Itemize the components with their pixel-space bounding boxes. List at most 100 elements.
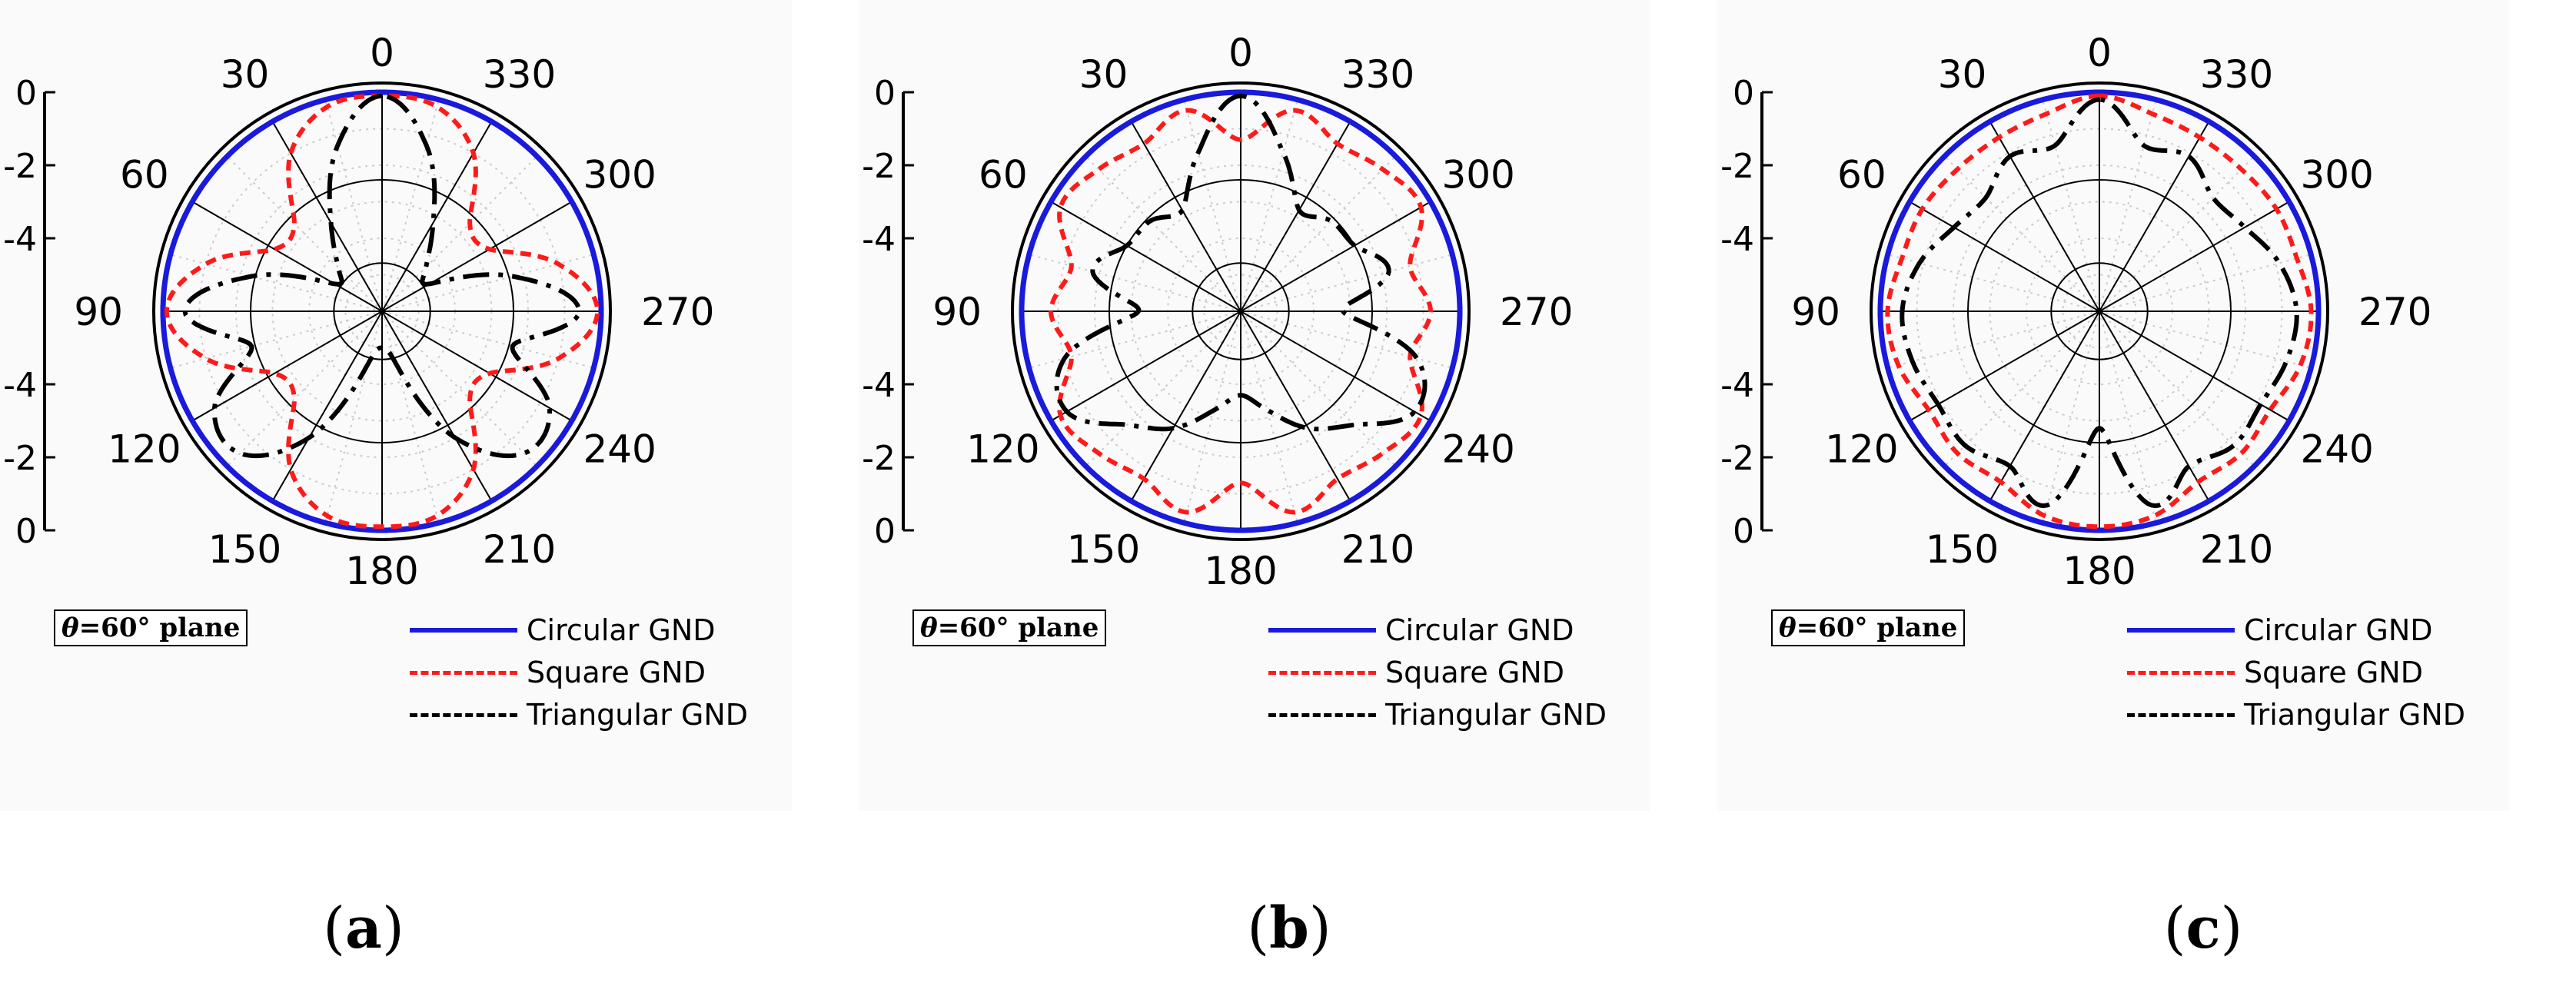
major-spoke [191, 311, 383, 422]
angular-tick-label: 0 [2087, 31, 2112, 75]
panel-a: 0 30 60 90 120 150 180 210 240 270 300 330 0 -2 -4 -4 -2… [0, 0, 859, 983]
minor-spoke [2099, 254, 2312, 312]
legend-swatch [2127, 628, 2235, 633]
angular-tick-label: 0 [370, 31, 394, 75]
minor-spoke [381, 311, 594, 369]
angular-tick-label: 90 [1791, 290, 1840, 334]
legend-swatch [410, 670, 517, 675]
theta-symbol: θ [1779, 613, 1797, 643]
major-spoke [2099, 311, 2210, 502]
legend-item: Circular GND [2127, 611, 2433, 649]
minor-spoke [381, 311, 538, 467]
major-spoke [2099, 311, 2290, 422]
angular-tick-label: 30 [221, 52, 270, 97]
polar-grid [1011, 81, 1471, 541]
panel-background [0, 0, 792, 811]
major-spoke [271, 311, 383, 502]
caption-open: ( [1247, 895, 1270, 961]
legend-swatch [2127, 670, 2235, 675]
major-spoke [381, 201, 573, 312]
angular-tick-label: 270 [2358, 290, 2431, 334]
angular-tick-label: 150 [1926, 527, 1999, 572]
polar-chart-a: 0 30 60 90 120 150 180 210 240 270 300 330 0 -2 -4 -4 -2… [3, 31, 714, 593]
major-spoke [1050, 201, 1241, 312]
major-spoke [191, 201, 383, 312]
legend-item: Triangular GND [410, 696, 748, 734]
radial-tick-label: -4 [3, 366, 37, 405]
radial-tick-label: -2 [1720, 147, 1754, 186]
legend-item: Circular GND [1268, 611, 1574, 649]
radial-tick-label: -4 [1720, 366, 1754, 405]
outer-boundary [1011, 81, 1471, 541]
radial-tick-label: -2 [3, 147, 37, 186]
angular-tick-label: 240 [2300, 427, 2373, 472]
major-spoke [1240, 311, 1351, 502]
minor-spoke [324, 99, 383, 312]
minor-spoke [2099, 99, 2157, 312]
radial-tick-label: 0 [874, 512, 896, 551]
minor-spoke [170, 311, 383, 369]
major-spoke [1989, 121, 2100, 312]
minor-spoke [1240, 155, 1397, 312]
legend-item: Square GND [410, 653, 706, 692]
legend-item: Triangular GND [2127, 696, 2465, 734]
caption-close: ) [381, 895, 404, 961]
minor-spoke [226, 155, 383, 312]
legend-item: Square GND [1268, 653, 1564, 692]
minor-spoke [381, 155, 538, 312]
minor-spoke [1183, 99, 1241, 312]
minor-spoke [381, 99, 440, 312]
radial-tick-label: -2 [3, 439, 37, 478]
angular-tick-label: 180 [2062, 549, 2136, 593]
angular-tick-label: 180 [1204, 549, 1277, 593]
outer-boundary [152, 81, 612, 541]
minor-spoke [2099, 155, 2255, 312]
radial-tick-label: 0 [1733, 512, 1754, 551]
caption-close: ) [2220, 895, 2243, 961]
minor-spoke [1183, 311, 1241, 523]
polar-chart-b: 0 30 60 90 120 150 180 210 240 270 300 330 0 -2 -4 -4 -2… [862, 31, 1573, 593]
angular-tick-label: 90 [74, 290, 123, 334]
legend-label: Circular GND [1385, 613, 1574, 647]
minor-spoke [1240, 311, 1453, 369]
minor-spoke [1887, 254, 2100, 312]
minor-spoke [1240, 311, 1397, 467]
radial-tick-label: -4 [862, 220, 896, 259]
legend-swatch [1268, 670, 1376, 675]
plane-label: =60° plane [937, 613, 1099, 643]
panel-c: 0 30 60 90 120 150 180 210 240 270 300 330 0 -2 -4 -4 -2… [1717, 0, 2576, 983]
caption-letter: c [2185, 895, 2221, 961]
major-spoke [381, 311, 573, 422]
radial-tick-label: -2 [1720, 439, 1754, 478]
minor-spoke [1943, 311, 2100, 467]
angular-tick-label: 60 [1837, 153, 1886, 198]
legend-label: Triangular GND [527, 698, 749, 732]
major-spoke [1909, 311, 2100, 422]
radial-tick-label: -4 [3, 220, 37, 259]
major-spoke [1130, 121, 1241, 312]
major-spoke [271, 121, 383, 312]
caption-letter: b [1269, 895, 1309, 961]
angular-tick-label: 30 [1938, 52, 1987, 97]
major-spoke [1989, 311, 2100, 502]
minor-spoke [381, 254, 594, 312]
series-line-square-gnd [164, 93, 600, 530]
angular-tick-label: 270 [1500, 290, 1573, 334]
angular-tick-label: 300 [583, 153, 656, 198]
series-line-square-gnd [1885, 93, 2314, 530]
angular-tick-label: 180 [345, 549, 418, 593]
angular-tick-label: 60 [979, 153, 1028, 198]
major-spoke [1240, 121, 1351, 312]
major-spoke [1240, 311, 1431, 422]
angular-tick-label: 30 [1079, 52, 1128, 97]
legend-label: Square GND [527, 656, 706, 689]
series-line-circular-gnd [1019, 89, 1463, 533]
major-spoke [1050, 311, 1241, 422]
minor-spoke [1085, 155, 1241, 312]
minor-spoke [1085, 311, 1241, 467]
angular-tick-label: 60 [120, 153, 169, 198]
polar-grid [1870, 81, 2329, 541]
plane-label-box: θ=60° plane [54, 609, 248, 646]
angular-tick-label: 330 [2200, 52, 2273, 97]
minor-spoke [2042, 311, 2100, 523]
